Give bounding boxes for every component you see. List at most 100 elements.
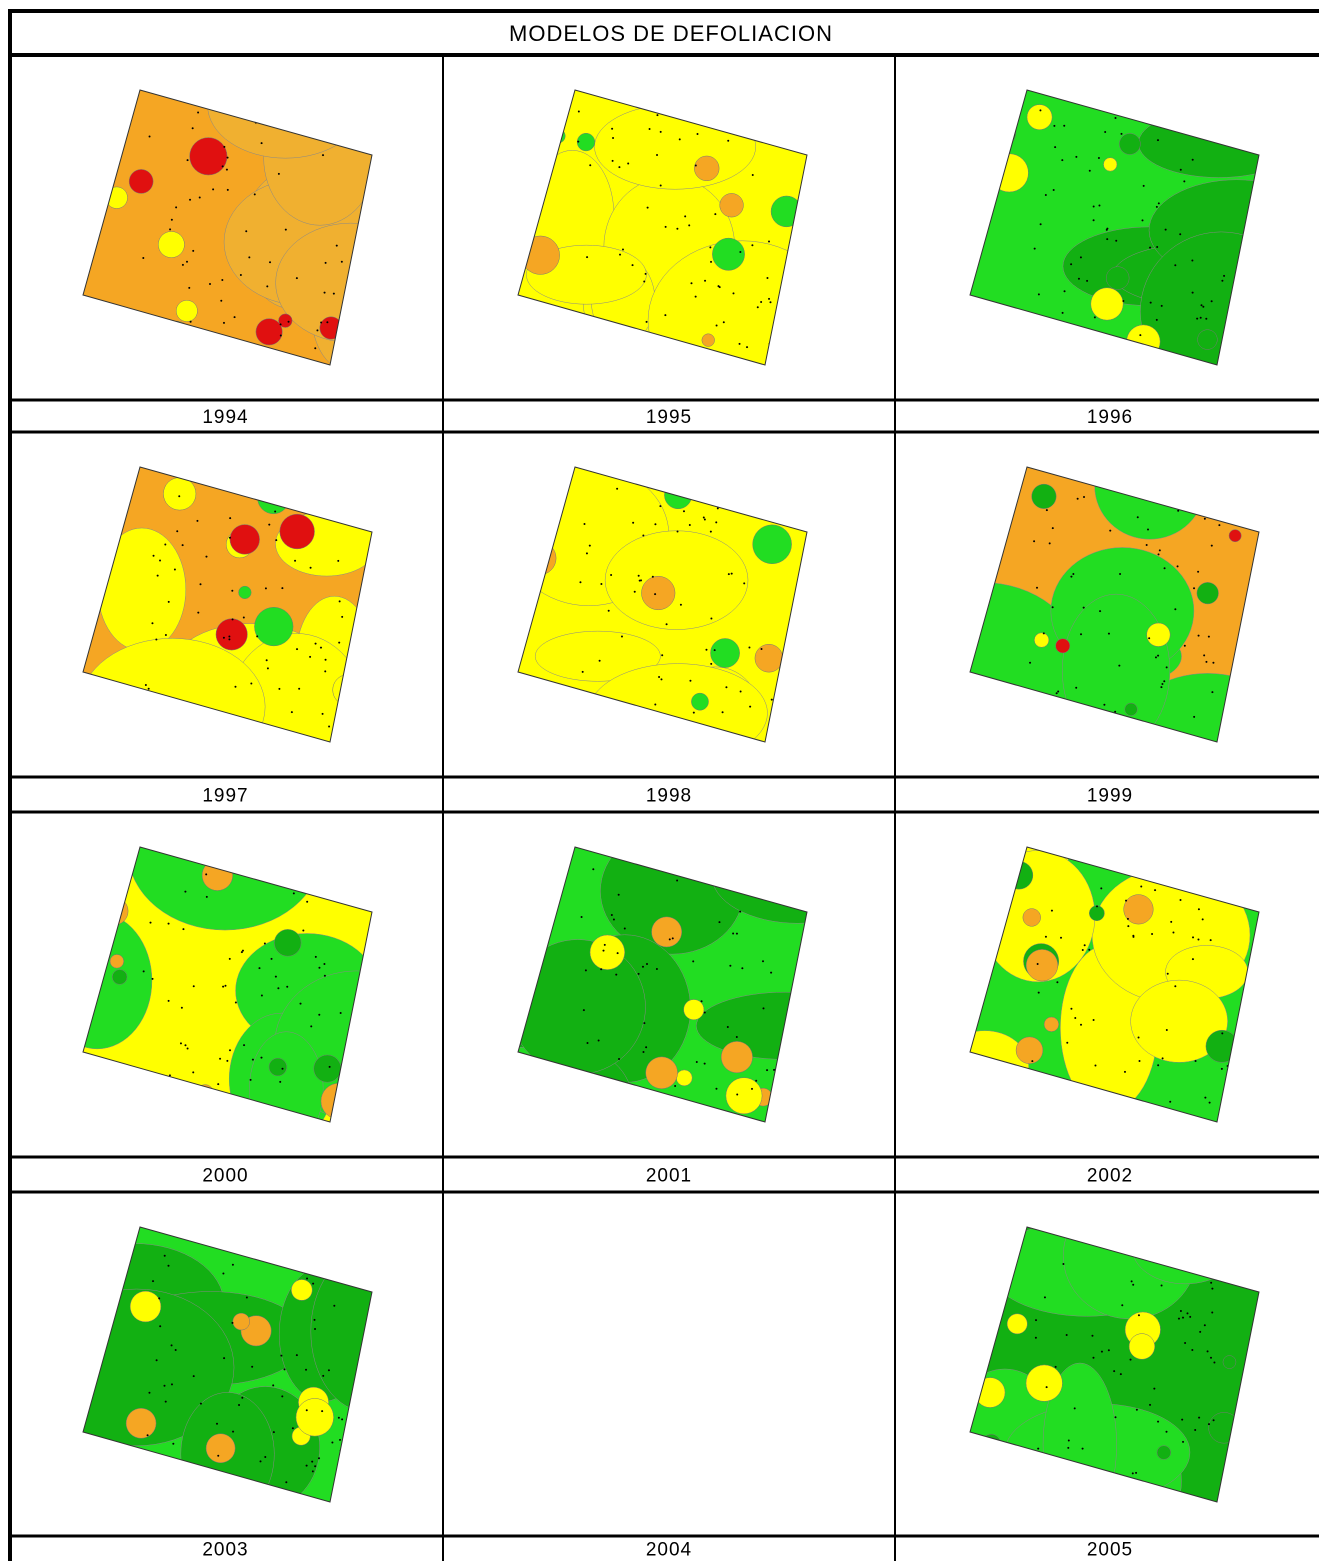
sample-point [206,896,208,898]
sample-point [280,323,282,325]
sample-point [627,163,629,165]
sample-point [1074,1407,1076,1409]
sample-point [1182,1441,1184,1443]
sample-point [260,1460,262,1462]
map-spot [239,586,252,599]
sample-point [684,215,686,217]
sample-point [1178,1318,1180,1320]
sample-point [322,713,324,715]
map-spot [721,1041,752,1072]
sample-point [271,958,273,960]
map-spot [641,576,675,610]
sample-point [293,892,295,894]
map-spot [280,514,315,549]
sample-point [169,228,171,230]
sample-point [227,189,229,191]
sample-point [318,1014,320,1016]
sample-point [646,963,648,965]
sample-point [1077,498,1079,500]
sample-point [695,165,697,167]
sample-point [281,587,283,589]
sample-point [226,169,228,171]
sample-point [632,522,634,524]
sample-point [1046,509,1048,511]
sample-point [1031,1060,1033,1062]
sample-point [336,245,338,247]
sample-point [1192,958,1194,960]
sample-point [1061,159,1063,161]
sample-point [1124,1071,1126,1073]
sample-point [1038,992,1040,994]
sample-point [151,622,153,624]
sample-point [323,963,325,965]
sample-point [1161,305,1163,307]
sample-point [639,580,641,582]
sample-point [269,261,271,263]
sample-point [182,544,184,546]
sample-point [310,1025,312,1027]
sample-point [1180,1310,1182,1312]
sample-point [1098,157,1100,159]
sample-point [613,919,615,921]
map-spot [176,300,197,321]
map-spot [1089,906,1104,921]
sample-point [1154,889,1156,891]
sample-point [285,1481,287,1483]
map-spot [190,138,227,175]
sample-point [266,285,268,287]
sample-point [192,127,194,129]
sample-point [1075,156,1077,158]
sample-point [220,300,222,302]
sample-point [1146,544,1148,546]
sample-point [710,531,712,533]
sample-point [1075,687,1077,689]
sample-point [228,638,230,640]
sample-point [1198,908,1200,910]
sample-point [732,932,734,934]
sample-point [165,1401,167,1403]
sample-point [341,616,343,618]
sample-point [155,638,157,640]
sample-point [200,1403,202,1405]
sample-point [148,688,150,690]
sample-point [1109,530,1111,532]
sample-point [1166,666,1168,668]
sample-point [333,1305,335,1307]
sample-point [739,251,741,253]
sample-point [324,292,326,294]
sample-point [703,517,705,519]
sample-point [611,914,613,916]
sample-point [1158,202,1160,204]
sample-point [258,967,260,969]
sample-point [229,1049,231,1051]
sample-point [152,978,154,980]
sample-point [260,1057,262,1059]
map-spot [296,1398,334,1436]
sample-point [693,712,695,714]
sample-point [268,524,270,526]
sample-point [1138,1314,1140,1316]
sample-point [1051,910,1053,912]
sample-point [1191,260,1193,262]
sample-point [1198,635,1200,637]
sample-point [616,488,618,490]
sample-point [727,1026,729,1028]
sample-point [1053,189,1055,191]
sample-point [229,517,231,519]
sample-point [603,950,605,952]
sample-point [634,591,636,593]
sample-point [168,601,170,603]
sample-point [264,1456,266,1458]
sample-point [599,660,601,662]
sample-point [600,583,602,585]
sample-point [762,1007,764,1009]
sample-point [642,534,644,536]
sample-point [333,293,335,295]
year-label: 2002 [1087,1166,1133,1187]
year-label: 2004 [646,1540,692,1561]
map-spot [1223,1356,1236,1369]
sample-point [728,573,730,575]
year-label: 1997 [202,786,248,807]
map-spot [1157,1446,1171,1460]
sample-point [710,617,712,619]
